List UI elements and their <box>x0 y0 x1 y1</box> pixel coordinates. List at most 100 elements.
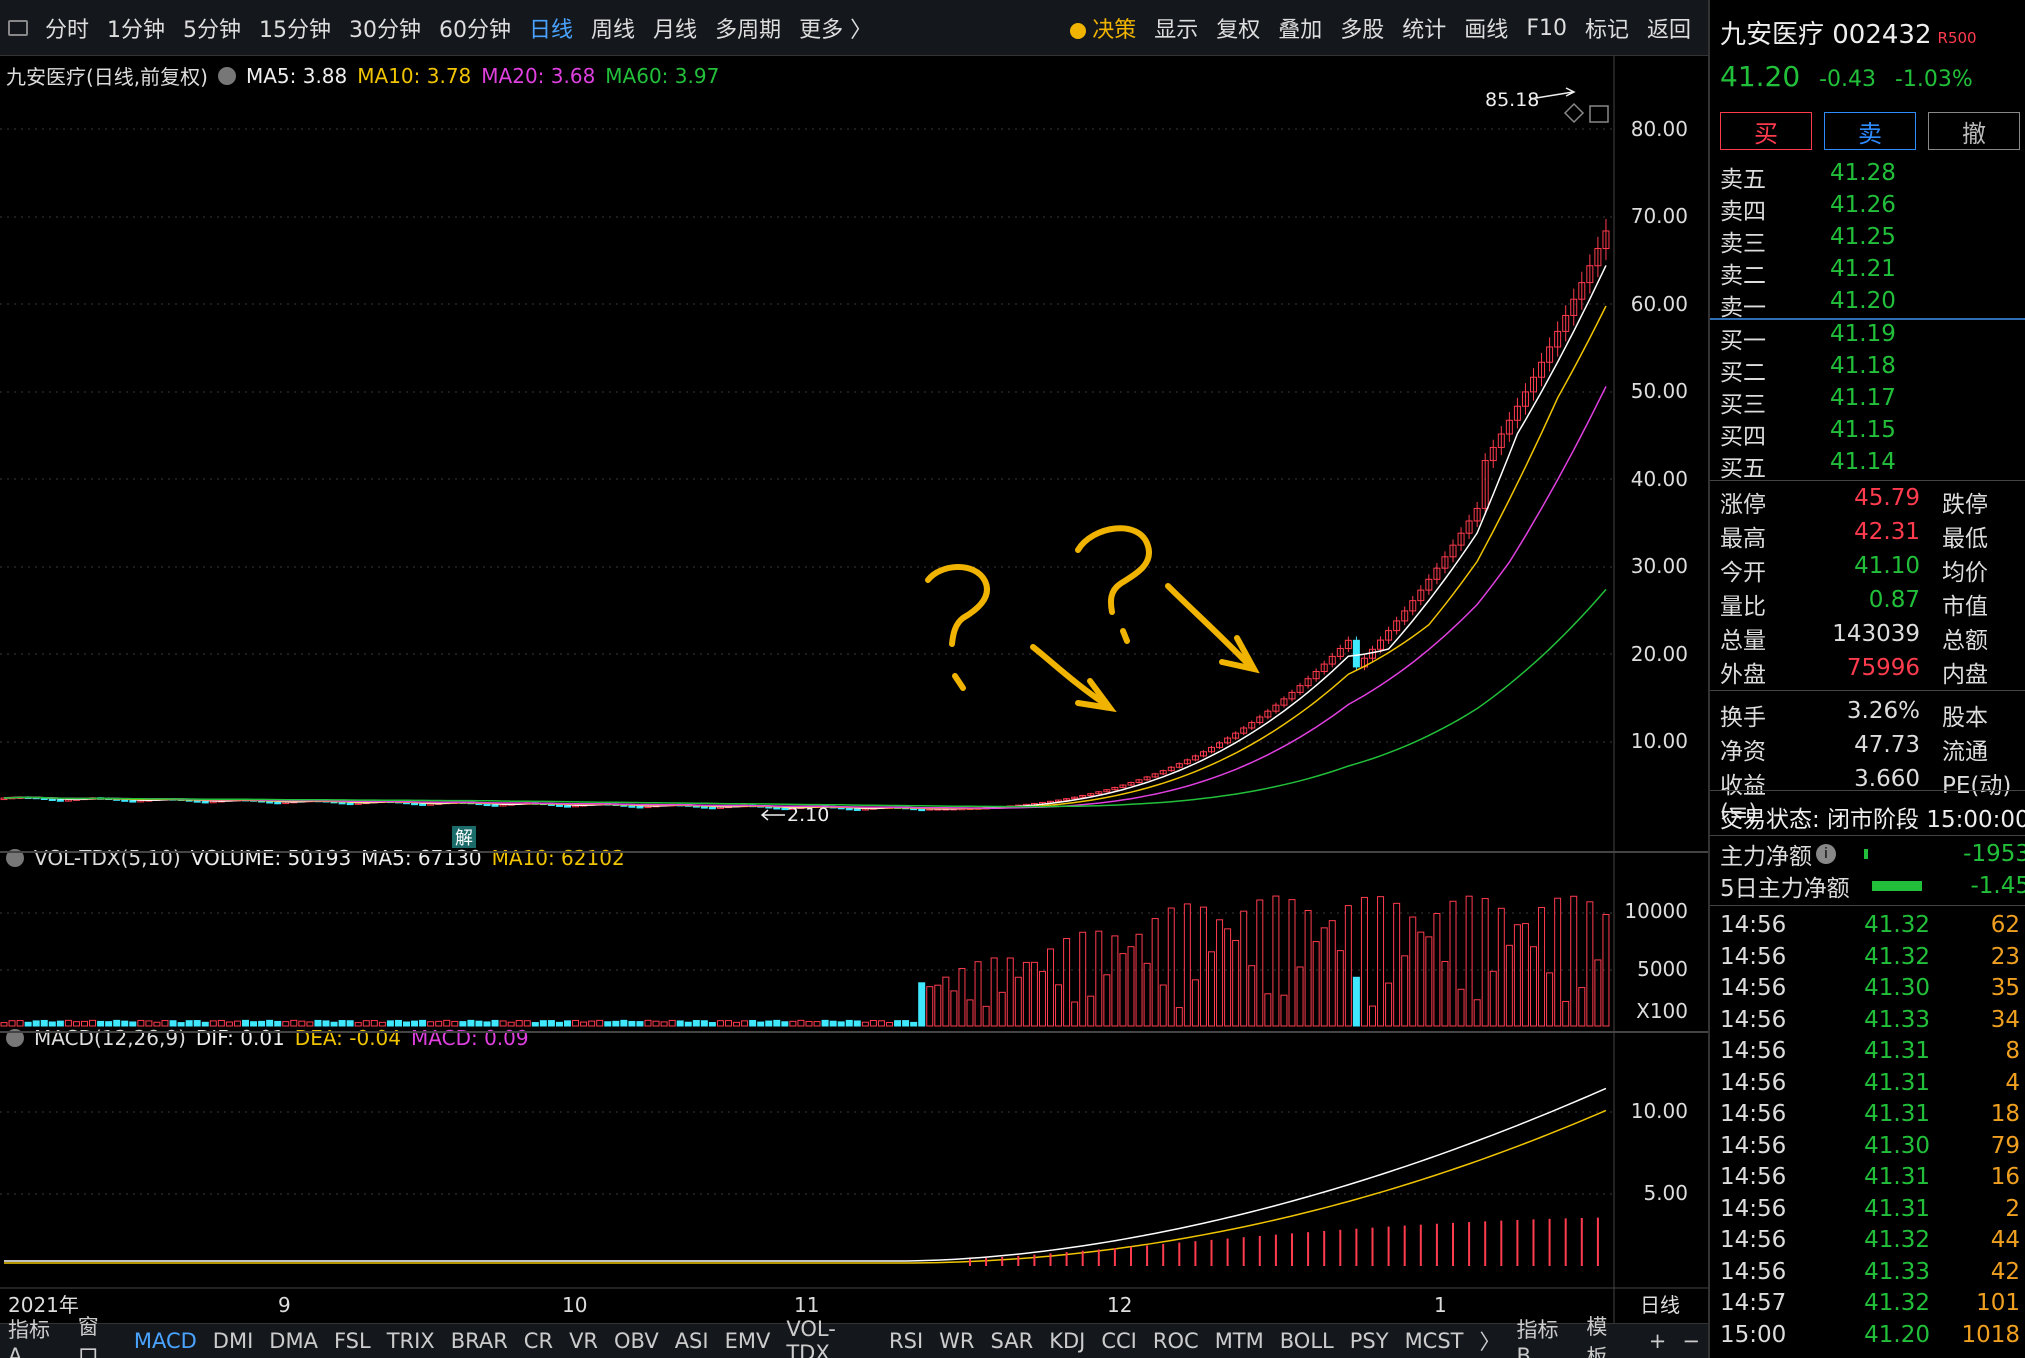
indicator-tab[interactable]: ASI <box>674 1329 709 1353</box>
chart-area[interactable]: 九安医疗(日线,前复权) MA5: 3.88 MA10: 3.78 MA20: … <box>0 56 1708 1323</box>
legend-toggle-icon[interactable] <box>217 66 236 85</box>
indicator-tab[interactable]: DMA <box>269 1329 318 1353</box>
indicator-tab[interactable]: MACD <box>133 1329 197 1353</box>
indicator-tab[interactable]: OBV <box>614 1329 659 1353</box>
cancel-order-button[interactable]: 撤 <box>1928 112 2020 150</box>
f10-button[interactable]: F10 <box>1526 15 1567 41</box>
indicator-tab[interactable]: CR <box>523 1329 554 1353</box>
stats-button[interactable]: 统计 <box>1402 18 1447 43</box>
indicator-tab[interactable]: SAR <box>990 1329 1034 1353</box>
indicator-tab[interactable]: BRAR <box>450 1329 508 1353</box>
indicator-tab[interactable]: CCI <box>1101 1329 1137 1353</box>
period-tab-60min[interactable]: 60分钟 <box>439 17 512 43</box>
indicator-tab[interactable]: VOL-TDX <box>786 1317 836 1358</box>
volume-bar <box>1433 913 1441 1027</box>
volume-bar <box>1191 979 1199 1027</box>
back-button[interactable]: 返回 <box>1646 18 1691 43</box>
bid-row[interactable]: 买二 41.18 <box>1720 353 2020 386</box>
buy-button[interactable]: 买 <box>1720 112 1812 150</box>
candle-body <box>274 801 282 805</box>
candle-body <box>1095 791 1103 795</box>
indicator-tab[interactable]: FSL <box>333 1329 371 1353</box>
diamond-icon[interactable] <box>1563 102 1585 124</box>
volume-bar <box>588 1020 596 1027</box>
kline-chart[interactable]: 80.00 70.00 60.00 50.00 40.00 30.00 20.0… <box>0 56 1708 1323</box>
bid-row[interactable]: 买五 41.14 <box>1720 449 2020 482</box>
mark-button[interactable]: 标记 <box>1584 18 1629 43</box>
indicator-tab[interactable]: PSY <box>1349 1329 1389 1353</box>
ask-row[interactable]: 卖一 41.20 <box>1720 288 2020 321</box>
period-tab-1min[interactable]: 1分钟 <box>107 17 166 43</box>
period-tab-multi[interactable]: 多周期 <box>715 17 782 43</box>
indicator-tab[interactable]: KDJ <box>1049 1329 1086 1353</box>
multi-stock-button[interactable]: 多股 <box>1340 18 1385 43</box>
candle-body <box>1191 755 1199 761</box>
bid-row[interactable]: 买四 41.15 <box>1720 417 2020 450</box>
bid-row[interactable]: 买一 41.19 <box>1720 321 2020 354</box>
indicator-tab[interactable]: + <box>1648 1329 1667 1353</box>
period-tab-fenshi[interactable]: 分时 <box>45 17 90 43</box>
period-tab-daily[interactable]: 日线 <box>529 17 574 43</box>
indicator-tab[interactable]: 窗口 <box>77 1315 99 1358</box>
volume-bar <box>346 1020 354 1027</box>
draw-line-button[interactable]: 画线 <box>1464 18 1509 43</box>
indicator-tab[interactable]: − <box>1682 1329 1700 1353</box>
ask-row[interactable]: 卖三 41.25 <box>1720 224 2020 257</box>
indicator-tab[interactable]: 指标A <box>8 1318 50 1358</box>
sell-button[interactable]: 卖 <box>1824 112 1916 150</box>
period-tab-weekly[interactable]: 周线 <box>591 17 636 43</box>
order-book-divider <box>1710 318 2025 320</box>
tick-time: 14:56 <box>1720 1101 1787 1127</box>
volume-bar <box>403 1021 410 1027</box>
indicator-tab[interactable]: MTM <box>1214 1329 1264 1353</box>
unlock-marker[interactable] <box>452 826 476 848</box>
indicator-tab[interactable]: BOLL <box>1279 1329 1334 1353</box>
legend-toggle-icon[interactable] <box>6 1029 24 1047</box>
tick-time: 14:56 <box>1720 1006 1787 1033</box>
adjust-button[interactable]: 复权 <box>1216 18 1261 43</box>
five-day-flow-label: 5日主力净额 <box>1720 876 1850 902</box>
period-tab-monthly[interactable]: 月线 <box>653 17 698 43</box>
period-tab-more[interactable]: 更多 〉 <box>799 17 873 43</box>
overlay-button[interactable]: 叠加 <box>1278 18 1323 43</box>
indicator-tab[interactable]: 指标B <box>1516 1318 1559 1358</box>
ask-row[interactable]: 卖四 41.26 <box>1720 192 2020 225</box>
sidebar-toggle-button[interactable] <box>0 0 36 56</box>
indicator-tab[interactable]: WR <box>939 1329 975 1353</box>
volume-bar <box>1328 920 1336 1027</box>
bid-row[interactable]: 买三 41.17 <box>1720 385 2020 418</box>
period-tab-30min[interactable]: 30分钟 <box>349 17 422 43</box>
indicator-tab[interactable]: RSI <box>889 1329 924 1353</box>
legend-toggle-icon[interactable] <box>6 849 24 867</box>
volume-bar <box>813 1021 821 1027</box>
indicator-tab[interactable]: TRIX <box>386 1329 435 1353</box>
candle-body <box>845 807 853 811</box>
candle-body <box>1417 589 1425 602</box>
indicator-tab[interactable]: MCST <box>1404 1329 1464 1353</box>
volume-bar <box>1417 931 1425 1027</box>
period-tab-5min[interactable]: 5分钟 <box>183 17 242 43</box>
indicator-tab[interactable]: 模 板 <box>1586 1315 1608 1358</box>
volume-bar <box>306 1021 314 1027</box>
tick-row: 14:56 41.32 23 <box>1720 944 2020 975</box>
tick-row: 14:56 41.31 18 <box>1720 1101 2020 1132</box>
stat-label-secondary: PE(动) <box>1942 773 2012 799</box>
indicator-tab[interactable]: ROC <box>1152 1329 1199 1353</box>
main-flow-row: 主力净额 i -1953 <box>1720 838 2025 870</box>
display-button[interactable]: 显示 <box>1154 18 1199 43</box>
ask-row[interactable]: 卖五 41.28 <box>1720 160 2020 193</box>
tick-time: 14:56 <box>1720 1164 1787 1190</box>
decision-button[interactable]: 决策 <box>1061 12 1145 44</box>
period-tab-15min[interactable]: 15分钟 <box>259 17 332 43</box>
indicator-tab[interactable]: DMI <box>212 1329 254 1353</box>
indicator-tab[interactable]: 〉 <box>1479 1330 1501 1354</box>
volume-bar <box>386 1020 394 1027</box>
candle-body <box>1159 770 1167 775</box>
indicator-tab[interactable]: EMV <box>724 1329 771 1353</box>
indicator-tab[interactable]: VR <box>569 1329 599 1353</box>
ask-row[interactable]: 卖二 41.21 <box>1720 256 2020 289</box>
volume-bar <box>1602 913 1610 1027</box>
window-icon[interactable] <box>1589 105 1609 123</box>
info-icon[interactable]: i <box>1816 844 1836 864</box>
price-axis-tick: 30.00 <box>1631 554 1688 578</box>
